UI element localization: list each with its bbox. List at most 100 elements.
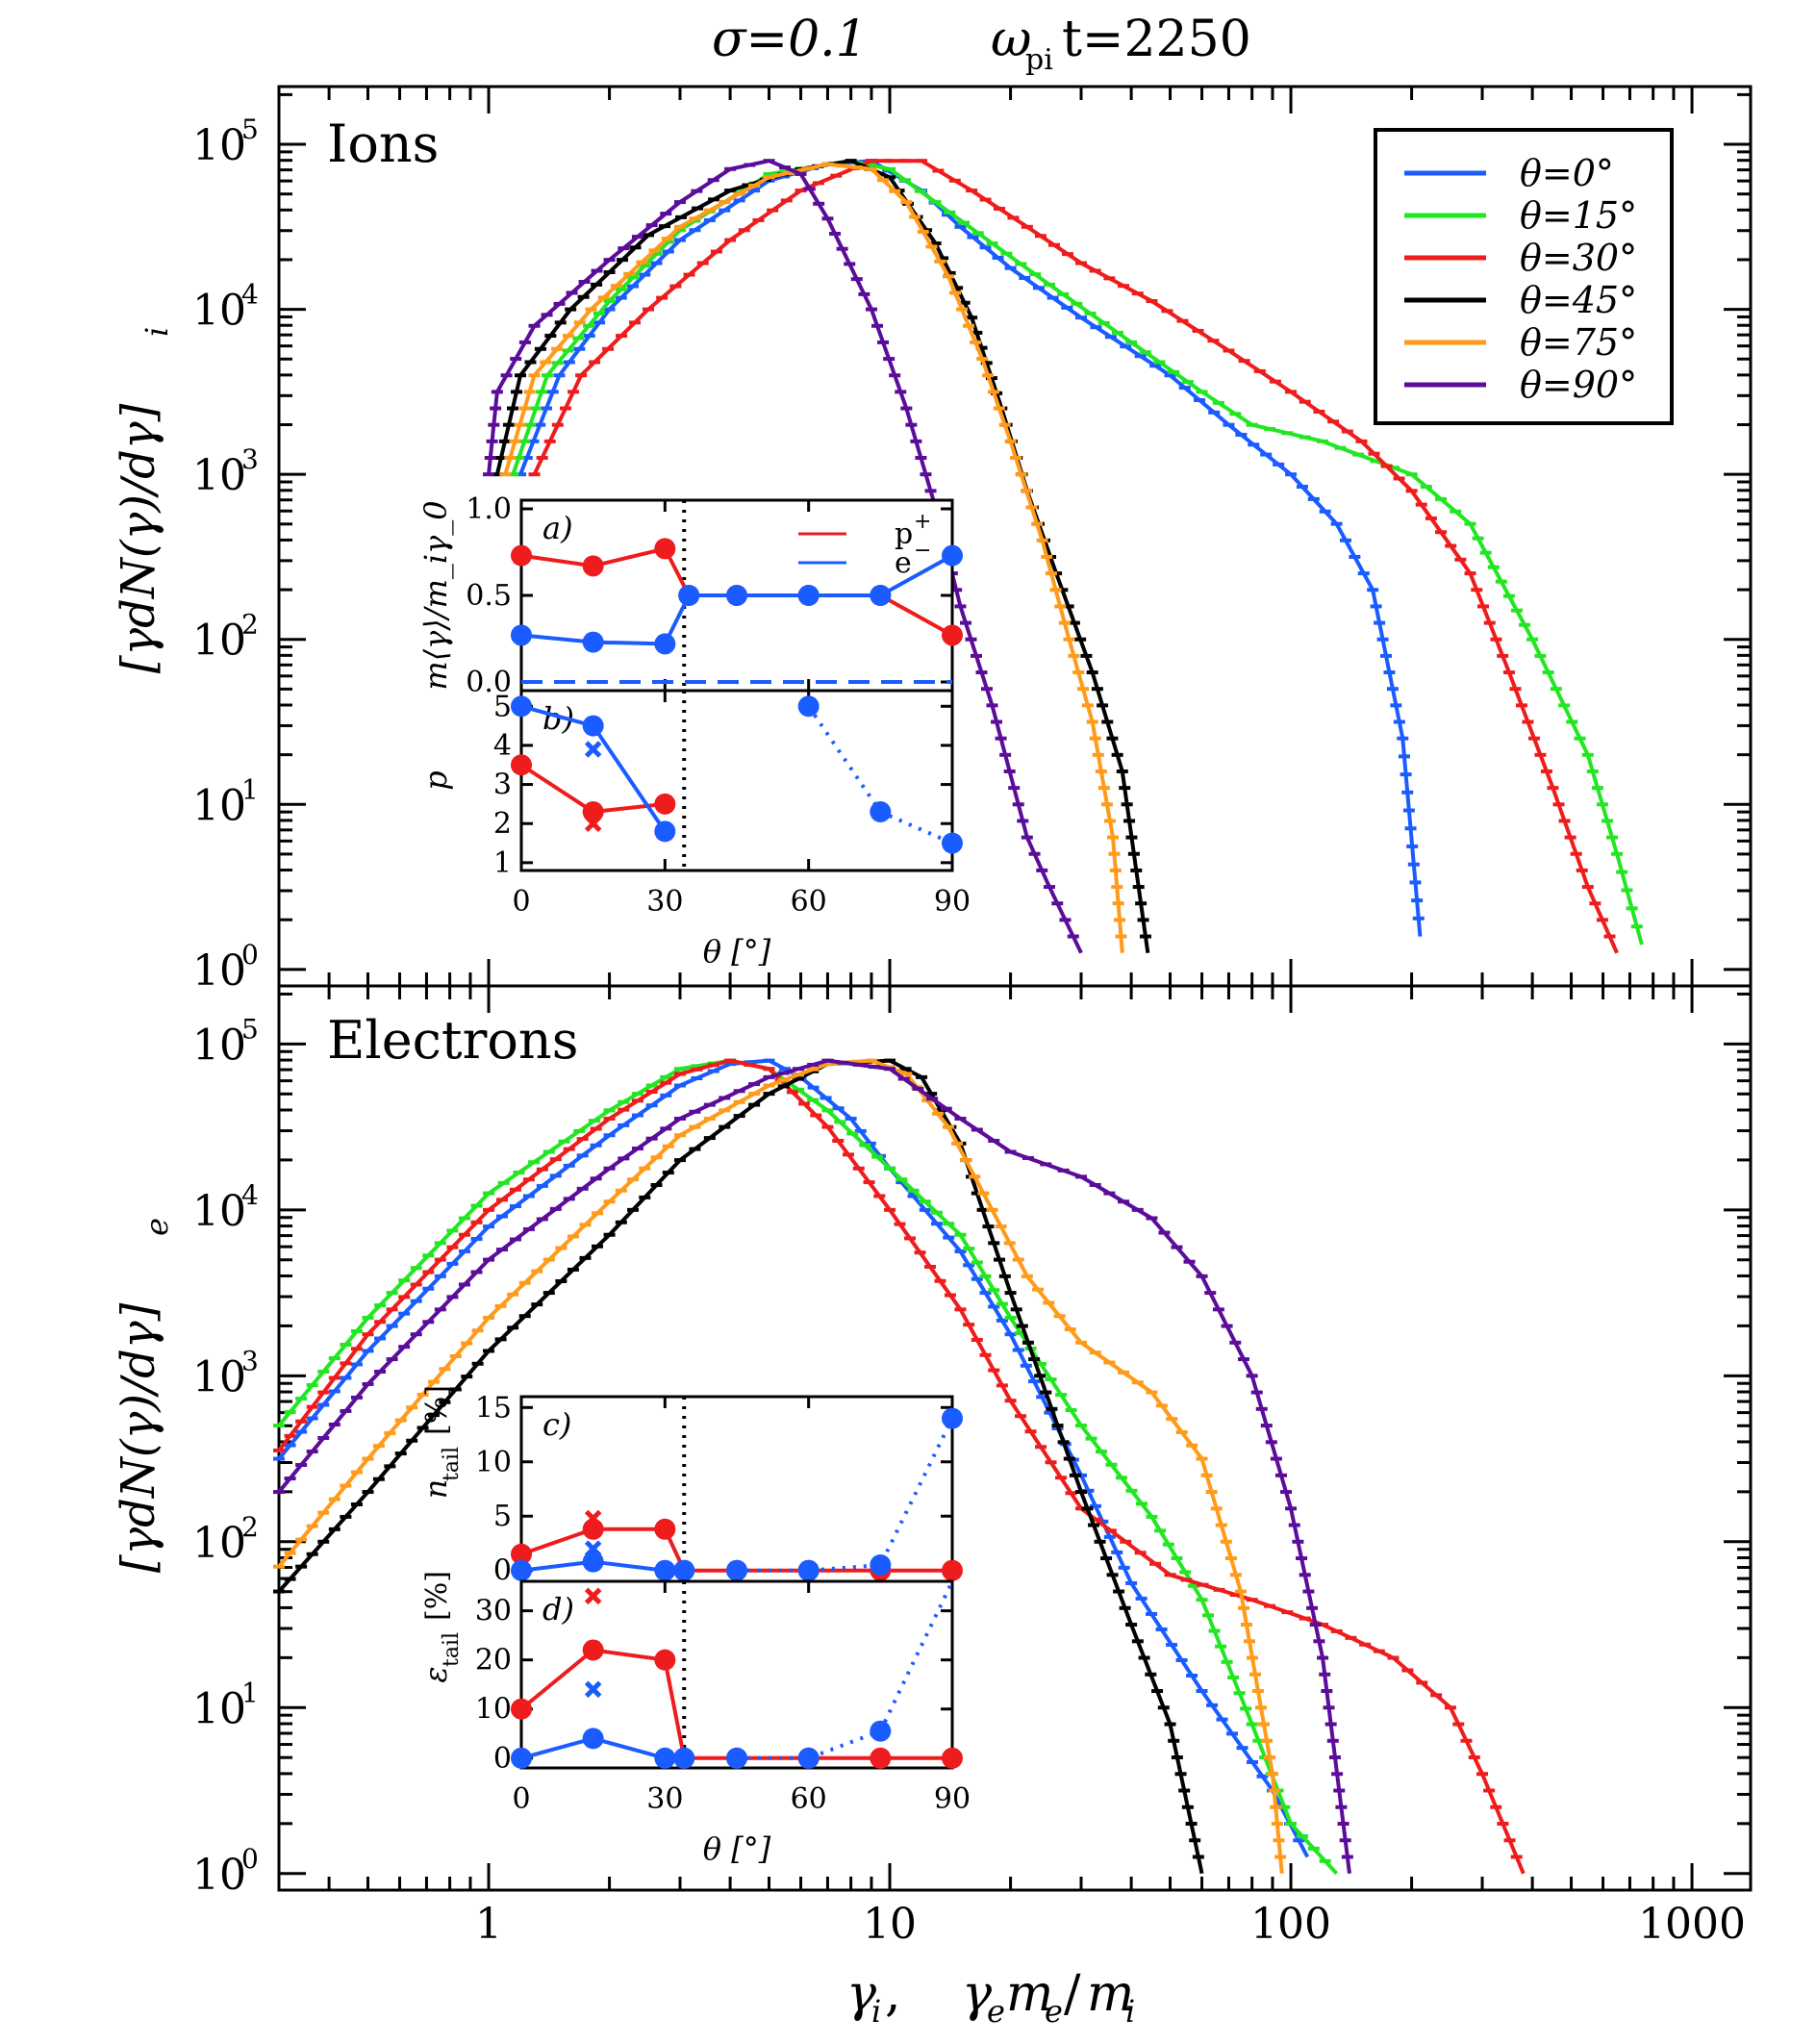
inset-ion-point [511,754,532,776]
inset-legend-label: e [895,546,912,580]
inset-ion-point [582,1518,604,1540]
y-tick-label-exp: 1 [241,773,259,805]
electrons-ylabel-text: [γdN(γ)/dγ] [112,1302,165,1573]
inset-ylabel-text: n [417,1479,454,1500]
x-tick-label: 100 [1250,1900,1331,1949]
series-line [503,162,1124,953]
inset-ion-point [654,793,676,815]
inset-y-tick-label: 1.0 [466,492,512,526]
inset-ylabel-text: ε [417,1666,454,1682]
inset-y-tick-label: 3 [493,769,512,802]
ions-ylabel-sub: i [139,327,175,337]
xlabel-gamma-i: γ [846,1965,877,2023]
inset-ion-line [520,1527,952,1573]
y-tick-label: 10 [192,617,246,666]
inset-ion-cross [584,1587,602,1605]
inset-electron-dotted [737,1417,954,1573]
xlabel-sub-e1: e [987,1993,1005,2030]
inset-ion-point [942,1559,963,1581]
ions-ylabel: [γdN(γ)/dγ] i [112,327,175,674]
inset-electron-point [797,1559,820,1581]
y-tick-label: 10 [192,451,246,500]
inset-y-tick-label: 0 [493,1742,512,1776]
inset-ion-point [582,1639,604,1661]
legend: θ=0°θ=15°θ=30°θ=45°θ=75°θ=90° [1374,128,1674,425]
inset-electron-point [673,1747,695,1769]
y-tick-label-exp: 5 [241,114,259,145]
inset-y-tick-label: 0.5 [466,579,512,613]
title-time: t=2250 [1062,11,1251,68]
y-tick-label-exp: 4 [241,1179,259,1211]
inset-electron-point [870,1554,892,1577]
x-tick-label: 10 [863,1900,917,1949]
inset-y-tick-label: 5 [493,1500,512,1533]
inset-electron-point [797,585,820,606]
inset-x-tick-label: 90 [934,1782,971,1816]
inset-ylabel-rest: [%] [420,1385,454,1435]
inset-electron-point [942,832,963,854]
legend-label: θ=0° [1520,152,1614,194]
inset-ion-point [511,1543,532,1565]
inset-electron-cross [584,741,602,758]
inset-electron-point [582,1728,604,1750]
y-tick-label: 10 [192,946,246,996]
inset-electron-point [870,801,892,823]
inset-y-tick-label: 30 [475,1595,512,1628]
y-tick-label: 10 [192,287,246,336]
y-tick-label: 10 [192,121,246,170]
inset-electron-point [726,1747,747,1769]
inset-ion-line [519,1648,952,1760]
inset-ylabel-text: p [417,770,454,790]
inset-x-tick-label: 60 [791,1782,827,1816]
inset-electron-point [678,585,700,606]
inset-electron-point [511,695,532,718]
y-tick-label-exp: 2 [241,1511,259,1543]
inset-electron-line [520,553,953,646]
inset-x-tick-label: 30 [646,885,683,919]
y-tick-label: 10 [192,1021,246,1070]
inset-x-tick-label: 0 [512,885,530,919]
inset-electron-cross [584,1680,602,1699]
inset-ion-point [654,1649,676,1671]
inset-ion-point [654,1518,676,1540]
inset-panel-label: a) [542,510,573,546]
y-tick-label: 10 [192,1684,246,1733]
inset-ion-point [654,538,676,560]
title-omega-sub: pi [1025,43,1053,77]
ions-series [483,159,1644,954]
inset-electron-point [654,1559,676,1581]
inset-y-tick-label: 1 [493,846,512,880]
inset-y-tick-label: 5 [493,690,512,723]
inset-y-tick-label: 20 [475,1644,512,1678]
y-tick-label-exp: 4 [241,279,259,311]
legend-label: θ=75° [1520,321,1637,364]
xlabel-slash: / [1064,1965,1081,2023]
inset-y-tick-label: 0.0 [466,666,512,699]
legend-label: θ=90° [1520,364,1637,406]
inset-y-tick-label: 0 [493,1554,512,1588]
inset-ion-point [511,1698,532,1720]
title-sigma: σ=0.1 [712,11,868,68]
inset-electron-point [582,631,604,653]
inset-electron-point [797,1747,820,1769]
inset-ion-point [511,544,532,567]
inset-panel-label: d) [542,1591,574,1628]
y-tick-label: 10 [192,1519,246,1568]
electrons-series [273,1058,1526,1876]
inset-ylabel-sub: tail [440,1447,464,1481]
legend-box [1374,128,1674,425]
inset-y-tick-label: 10 [475,1446,512,1479]
inset-electron-point [726,585,747,606]
inset-legend-label: p [895,517,913,551]
inset-electron-point [654,1747,676,1769]
inset-ion-point [582,555,604,577]
y-tick-label-exp: 5 [241,1013,259,1045]
inset-ylabel-text: m⟨γ⟩/m_iγ_0 [417,500,454,690]
inset-electron-point [942,1407,963,1429]
inset-electron-point [726,1559,747,1581]
inset-ylabel-sub: tail [440,1632,464,1667]
